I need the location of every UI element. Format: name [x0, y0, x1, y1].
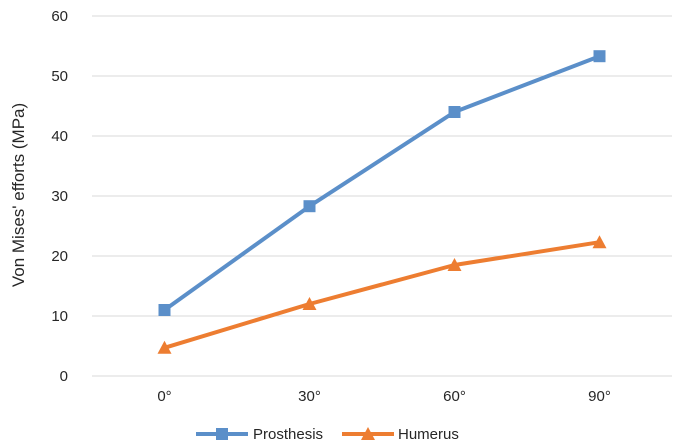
legend-item-humerus: Humerus: [342, 426, 459, 443]
data-point-prosthesis: [593, 50, 606, 63]
data-point-humerus: [302, 297, 317, 310]
series-humerus: [157, 235, 607, 354]
x-axis-ticks: 0° 30° 60° 90°: [157, 388, 611, 405]
data-point-prosthesis: [303, 200, 316, 213]
data-point-humerus: [592, 235, 607, 249]
series-layer: [157, 50, 607, 354]
y-tick-label: 20: [51, 248, 68, 265]
y-tick-label: 10: [51, 308, 68, 325]
series-prosthesis: [158, 50, 606, 316]
data-point-prosthesis: [448, 106, 461, 118]
legend-item-prosthesis: Prosthesis: [196, 426, 323, 443]
y-tick-label: 0: [60, 368, 68, 385]
legend-label: Prosthesis: [253, 426, 323, 443]
y-tick-label: 50: [51, 68, 68, 85]
legend: Prosthesis Humerus: [196, 426, 459, 443]
data-point-humerus: [157, 340, 172, 354]
y-tick-label: 60: [51, 8, 68, 25]
y-axis-title: Von Mises' efforts (MPa): [9, 103, 28, 287]
legend-marker-humerus: [361, 427, 375, 440]
x-tick-label: 60°: [443, 388, 466, 405]
gridlines: [92, 15, 672, 377]
y-tick-label: 30: [51, 188, 68, 205]
data-point-prosthesis: [158, 304, 171, 316]
series-line-humerus: [162, 240, 602, 350]
y-tick-label: 40: [51, 128, 68, 145]
x-tick-label: 90°: [588, 388, 611, 405]
data-point-humerus: [447, 258, 462, 271]
y-axis-ticks: 0 10 20 30 40 50 60: [51, 8, 68, 385]
x-tick-label: 0°: [157, 388, 171, 405]
series-line-prosthesis: [162, 54, 602, 312]
x-tick-label: 30°: [298, 388, 321, 405]
legend-marker-prosthesis: [216, 428, 228, 440]
legend-label: Humerus: [398, 426, 459, 443]
